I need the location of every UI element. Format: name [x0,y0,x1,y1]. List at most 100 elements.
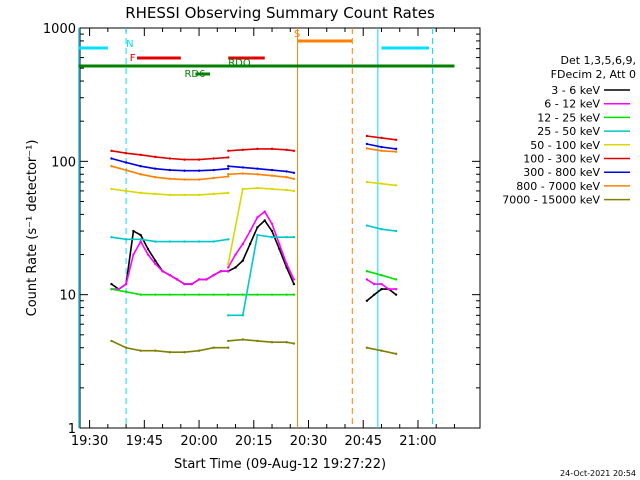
series-point-3 [292,235,296,239]
series-point-8 [139,349,142,352]
x-tick-label: 19:30 [71,434,108,449]
flag-label-f: F [130,53,136,64]
series-point-3 [380,227,383,231]
series-point-7 [124,168,128,172]
series-point-6 [110,157,113,160]
series-point-5 [168,157,172,160]
series-point-7 [197,178,201,181]
legend-entry-label: 800 - 7000 keV [516,180,600,193]
series-point-1 [248,229,252,233]
series-point-1 [139,240,142,243]
x-axis-label: Start Time (09-Aug-12 19:27:22) [174,457,386,472]
series-point-7 [154,176,157,179]
series-point-1 [285,262,288,266]
y-tick-label: 1000 [43,22,76,37]
series-point-5 [124,152,128,155]
series-point-1 [124,282,128,286]
series-point-0 [110,282,113,286]
flag-label-n: N [126,39,133,50]
series-point-1 [197,278,201,281]
flag-label-rd6: RD6 [184,69,205,80]
series-point-3 [139,238,142,241]
series-point-3 [197,240,201,243]
series-point-8 [212,346,215,349]
series-point-0 [278,247,281,251]
y-tick-label: 10 [59,289,76,304]
series-point-1 [212,273,215,277]
series-point-5 [139,153,142,156]
y-tick-label: 1 [68,422,76,437]
series-point-5 [227,149,230,152]
series-point-3 [183,240,186,243]
series-point-4 [380,182,383,185]
legend-entry-label: 25 - 50 keV [537,125,600,138]
series-point-3 [227,238,230,241]
series-point-4 [227,262,230,266]
series-point-4 [183,193,186,197]
series-point-2 [241,293,245,296]
series-point-3 [285,235,288,239]
series-point-4 [139,191,142,195]
series-point-1 [292,278,296,281]
series-point-3 [110,235,113,239]
series-point-6 [292,171,296,175]
series-point-0 [154,259,157,262]
series-point-6 [380,145,383,149]
series-point-1 [175,278,179,281]
legend-entry-label: 7000 - 15000 keV [502,194,600,207]
series-point-6 [124,161,128,164]
series-point-8 [285,341,288,344]
chart-title: RHESSI Observing Summary Count Rates [125,4,435,22]
series-point-2 [154,293,157,296]
series-point-2 [183,293,186,296]
series-point-8 [270,341,274,344]
series-point-1 [394,287,398,291]
series-point-5 [110,149,113,152]
series-point-0 [372,293,376,296]
series-point-3 [227,314,230,317]
series-point-6 [241,166,245,169]
series-point-4 [285,188,288,192]
series-point-2 [227,293,230,296]
legend-entry-label: 6 - 12 keV [544,98,600,111]
legend-header-line-2: FDecim 2, Att 0 [551,68,636,81]
series-point-7 [110,164,113,168]
series-point-1 [387,287,390,291]
plot-area: 1 10 100 1000 19:30 19:45 20:00 20:15 20:30 20:45… [43,22,481,449]
series-point-7 [227,175,230,178]
series-point-7 [380,149,383,152]
series-point-3 [168,240,172,243]
series-point-0 [256,226,259,229]
series-point-6 [139,164,142,168]
series-point-1 [227,266,230,269]
series-point-2 [256,293,259,296]
legend-entry-label: 50 - 100 keV [530,139,600,152]
series-point-2 [110,287,113,291]
series-point-1 [263,210,266,213]
series-point-8 [292,342,296,345]
legend-entry-label: 12 - 25 keV [537,111,600,124]
series-line-5 [228,148,295,152]
series-point-5 [394,138,398,142]
series-point-5 [292,149,296,152]
series-point-1 [154,262,157,266]
series-point-4 [197,193,201,197]
series-point-8 [394,352,398,356]
series-point-0 [132,229,135,233]
series-point-5 [380,136,383,140]
series-point-7 [270,174,274,177]
series-point-6 [227,167,230,170]
series-point-5 [227,156,230,159]
series-point-4 [212,192,215,196]
series-point-1 [146,253,150,256]
series-point-2 [212,293,215,296]
series-point-6 [270,168,274,172]
series-point-0 [146,247,150,251]
series-point-1 [183,282,186,286]
series-point-5 [154,155,157,159]
series-point-5 [285,148,288,152]
series-point-0 [270,229,274,233]
x-tick-label: 20:00 [180,434,217,449]
series-point-2 [394,278,398,281]
